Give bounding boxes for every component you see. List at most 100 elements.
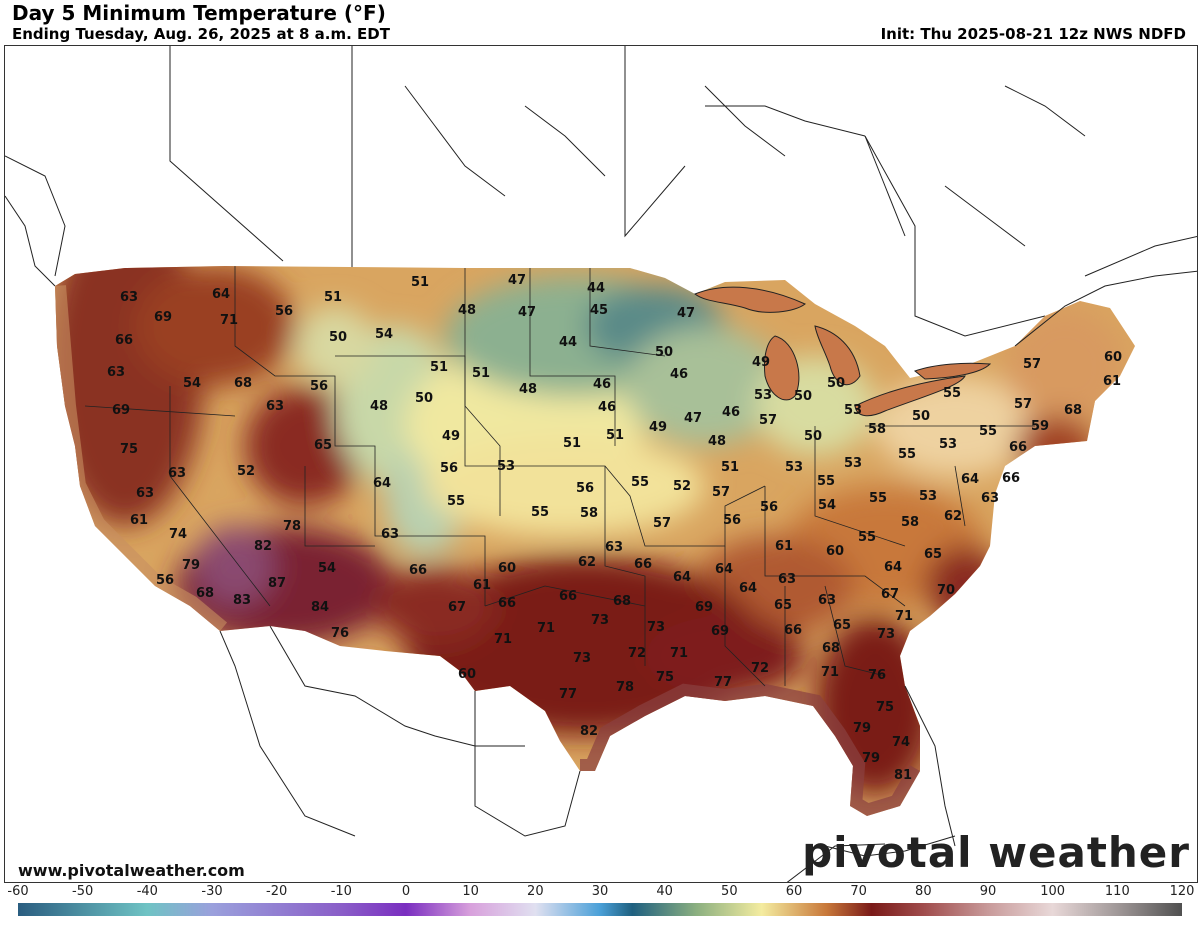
station-value: 54 xyxy=(183,376,201,391)
station-value: 49 xyxy=(442,429,460,444)
station-value: 51 xyxy=(430,360,448,375)
station-value: 50 xyxy=(655,345,673,360)
station-value: 57 xyxy=(1014,397,1032,412)
station-value: 54 xyxy=(818,498,836,513)
station-value: 51 xyxy=(563,436,581,451)
station-value: 59 xyxy=(1031,419,1049,434)
colorbar-tick-label: -50 xyxy=(72,884,94,899)
station-value: 69 xyxy=(112,403,130,418)
station-value: 56 xyxy=(275,304,293,319)
colorbar-tick-label: -10 xyxy=(330,884,352,899)
station-value: 51 xyxy=(721,460,739,475)
station-value: 53 xyxy=(754,388,772,403)
station-value: 60 xyxy=(826,544,844,559)
station-value: 79 xyxy=(862,751,880,766)
state-borders xyxy=(84,266,1035,687)
station-value: 63 xyxy=(266,399,284,414)
station-value: 69 xyxy=(154,310,172,325)
station-value: 79 xyxy=(853,721,871,736)
pivotal-weather-logo: pivotal weather xyxy=(802,828,1190,877)
station-value: 49 xyxy=(649,420,667,435)
station-value: 50 xyxy=(794,389,812,404)
station-value: 66 xyxy=(1002,471,1020,486)
station-value: 47 xyxy=(518,305,536,320)
station-value: 61 xyxy=(473,578,491,593)
station-value: 57 xyxy=(712,485,730,500)
station-value: 71 xyxy=(821,665,839,680)
station-value: 66 xyxy=(498,596,516,611)
station-value: 65 xyxy=(774,598,792,613)
colorbar-tick-label: 120 xyxy=(1169,884,1195,899)
station-value: 66 xyxy=(1009,440,1027,455)
station-value: 68 xyxy=(822,641,840,656)
station-value: 62 xyxy=(578,555,596,570)
station-value: 64 xyxy=(884,560,902,575)
station-value: 55 xyxy=(447,494,465,509)
station-value: 72 xyxy=(628,646,646,661)
station-value: 46 xyxy=(593,377,611,392)
coastlines xyxy=(5,85,1197,857)
station-value: 56 xyxy=(310,379,328,394)
station-value: 75 xyxy=(120,442,138,457)
station-value: 82 xyxy=(580,724,598,739)
station-value: 72 xyxy=(751,661,769,676)
station-value: 64 xyxy=(373,476,391,491)
website-url[interactable]: www.pivotalweather.com xyxy=(18,861,245,880)
station-value: 63 xyxy=(605,540,623,555)
station-value: 55 xyxy=(979,424,997,439)
station-value: 73 xyxy=(591,613,609,628)
station-value: 56 xyxy=(156,573,174,588)
station-value: 63 xyxy=(107,365,125,380)
colorbar-tick-label: 110 xyxy=(1104,884,1130,899)
station-value: 73 xyxy=(573,651,591,666)
station-value: 55 xyxy=(869,491,887,506)
station-value: 65 xyxy=(314,438,332,453)
station-value: 50 xyxy=(415,391,433,406)
station-value: 50 xyxy=(804,429,822,444)
temperature-map[interactable]: 63 64 56 51 51 47 44 48 47 45 47 69 71 66 50 54 44 50 49 57… xyxy=(4,45,1198,883)
station-value: 55 xyxy=(898,447,916,462)
station-value: 73 xyxy=(647,620,665,635)
station-value: 71 xyxy=(537,621,555,636)
station-value: 74 xyxy=(169,527,187,542)
station-value: 83 xyxy=(233,593,251,608)
station-value: 77 xyxy=(714,675,732,690)
station-value: 51 xyxy=(606,428,624,443)
station-value: 74 xyxy=(892,735,910,750)
station-value: 64 xyxy=(961,472,979,487)
station-value: 46 xyxy=(598,400,616,415)
station-value: 64 xyxy=(715,562,733,577)
station-value: 66 xyxy=(784,623,802,638)
station-value: 47 xyxy=(677,306,695,321)
station-value: 71 xyxy=(220,313,238,328)
station-value: 67 xyxy=(881,587,899,602)
station-value: 52 xyxy=(237,464,255,479)
station-value: 66 xyxy=(559,589,577,604)
station-value: 73 xyxy=(877,627,895,642)
station-value: 63 xyxy=(981,491,999,506)
colorbar-tick-label: -30 xyxy=(201,884,223,899)
station-value: 64 xyxy=(673,570,691,585)
colorbar-tick-label: 40 xyxy=(656,884,673,899)
station-value: 54 xyxy=(318,561,336,576)
station-value: 87 xyxy=(268,576,286,591)
station-value: 48 xyxy=(708,434,726,449)
colorbar-tick-label: 80 xyxy=(915,884,932,899)
station-value: 58 xyxy=(580,506,598,521)
station-value: 50 xyxy=(329,330,347,345)
station-value: 70 xyxy=(937,583,955,598)
station-value: 57 xyxy=(759,413,777,428)
colorbar xyxy=(18,903,1182,916)
colorbar-tick-label: 20 xyxy=(527,884,544,899)
station-value: 60 xyxy=(458,667,476,682)
station-value: 79 xyxy=(182,558,200,573)
station-value: 53 xyxy=(919,489,937,504)
station-value: 77 xyxy=(559,687,577,702)
init-time: Init: Thu 2025-08-21 12z NWS NDFD xyxy=(880,25,1186,43)
station-value: 82 xyxy=(254,539,272,554)
station-value: 55 xyxy=(631,475,649,490)
station-value: 53 xyxy=(844,456,862,471)
great-lakes xyxy=(694,286,992,417)
station-value: 63 xyxy=(778,572,796,587)
